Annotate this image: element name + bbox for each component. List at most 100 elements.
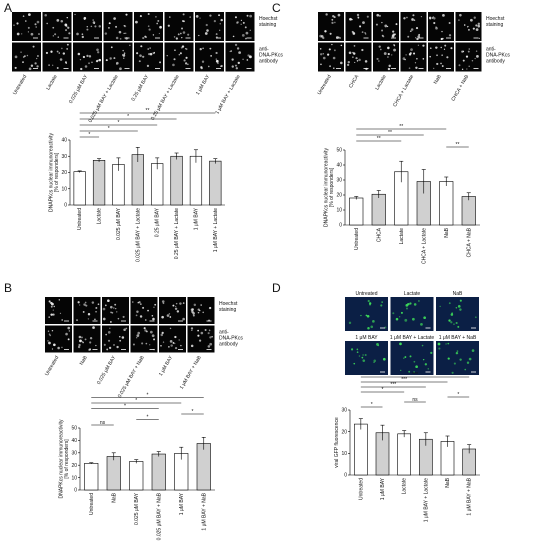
cell — [86, 28, 89, 31]
cell — [167, 24, 170, 27]
bar — [170, 155, 183, 206]
y-axis-label: DNAPKcs nuclear immunoreactivity — [324, 148, 330, 227]
micrograph — [187, 325, 215, 353]
image-background — [164, 42, 194, 72]
row-label: Hoechst staining — [219, 301, 238, 313]
cell — [160, 344, 162, 347]
micrograph — [428, 12, 454, 41]
cell — [378, 60, 380, 62]
cell — [404, 318, 408, 322]
x-tick-label: 1 μM BAY — [193, 207, 199, 230]
cell — [88, 55, 92, 58]
cell — [113, 17, 116, 20]
cell — [115, 25, 118, 28]
cell — [398, 316, 401, 318]
row-label-line: Hoechst — [486, 16, 505, 22]
micrograph — [436, 297, 479, 331]
cell — [244, 26, 247, 29]
cell — [86, 26, 88, 28]
cell — [88, 348, 91, 352]
cell — [142, 36, 145, 40]
cell — [457, 304, 461, 308]
y-tick-label: 0 — [339, 223, 342, 229]
cell — [381, 34, 384, 37]
bar — [131, 154, 144, 206]
cell — [420, 323, 423, 326]
cell — [116, 63, 118, 65]
micrograph — [42, 12, 72, 41]
cell — [14, 55, 18, 59]
cell — [187, 63, 189, 66]
cell — [159, 61, 161, 64]
y-axis-label: DNAPKcs nuclear immunoreactivity — [59, 419, 65, 498]
cell — [455, 351, 459, 355]
cell — [162, 302, 165, 305]
cell — [86, 54, 89, 58]
cell — [463, 24, 466, 26]
cell — [106, 348, 109, 351]
cell — [50, 305, 53, 308]
cell — [478, 37, 480, 39]
image-column-label: 0.025 μM BAY + NaB — [117, 354, 146, 399]
micrograph — [103, 42, 133, 72]
cell — [441, 37, 444, 40]
row-label: Hoechst staining — [259, 16, 278, 28]
micrograph — [159, 325, 186, 353]
cell — [331, 43, 333, 46]
cell — [113, 307, 115, 309]
cell — [467, 25, 469, 28]
cell — [246, 59, 249, 61]
cell — [183, 20, 185, 23]
cell — [198, 339, 202, 342]
cell — [331, 18, 334, 21]
image-column-label: Untreated — [317, 74, 333, 96]
x-tick-label: 1 μM BAY + Lactate — [423, 478, 429, 522]
cell — [123, 24, 126, 27]
cell — [78, 335, 82, 339]
y-tick-label: 0 — [64, 203, 67, 209]
bar — [151, 453, 166, 491]
error-bar — [467, 444, 472, 454]
cell — [364, 353, 367, 356]
cell — [441, 30, 443, 33]
image-background — [103, 12, 133, 41]
panel-letter: C — [272, 1, 281, 15]
bar — [106, 456, 121, 491]
cell — [392, 30, 395, 33]
cell — [400, 369, 402, 372]
cell — [123, 32, 125, 35]
cell — [234, 64, 238, 67]
significance-label: ns — [100, 420, 106, 426]
image-background — [42, 42, 72, 72]
cell — [179, 302, 182, 305]
error-bar — [444, 176, 449, 186]
cell — [229, 50, 231, 53]
cell — [136, 52, 139, 55]
significance-label: * — [382, 387, 384, 393]
significance-label: * — [117, 120, 119, 126]
cell — [48, 316, 50, 318]
cell — [201, 60, 205, 63]
cell — [108, 26, 110, 29]
row-label: anti-DNA-PKcs antibody — [259, 47, 283, 65]
cell — [477, 24, 481, 28]
cell — [356, 348, 359, 351]
x-tick-label: 1 μM BAY + NaB — [201, 492, 207, 530]
cell — [413, 371, 415, 373]
cell — [238, 51, 241, 54]
cell — [378, 45, 381, 48]
error-bar — [77, 170, 82, 173]
cell — [182, 13, 185, 16]
cell — [366, 314, 370, 318]
cell — [468, 48, 470, 50]
cell — [77, 301, 80, 304]
cell — [53, 343, 56, 347]
cell — [21, 33, 23, 35]
significance-label: ** — [399, 124, 403, 130]
cell — [57, 36, 59, 38]
cell — [356, 60, 359, 62]
image-label: 1 μM BAY + Lactate — [390, 335, 434, 341]
cell — [79, 304, 81, 306]
cell — [405, 304, 409, 307]
cell — [249, 14, 253, 18]
